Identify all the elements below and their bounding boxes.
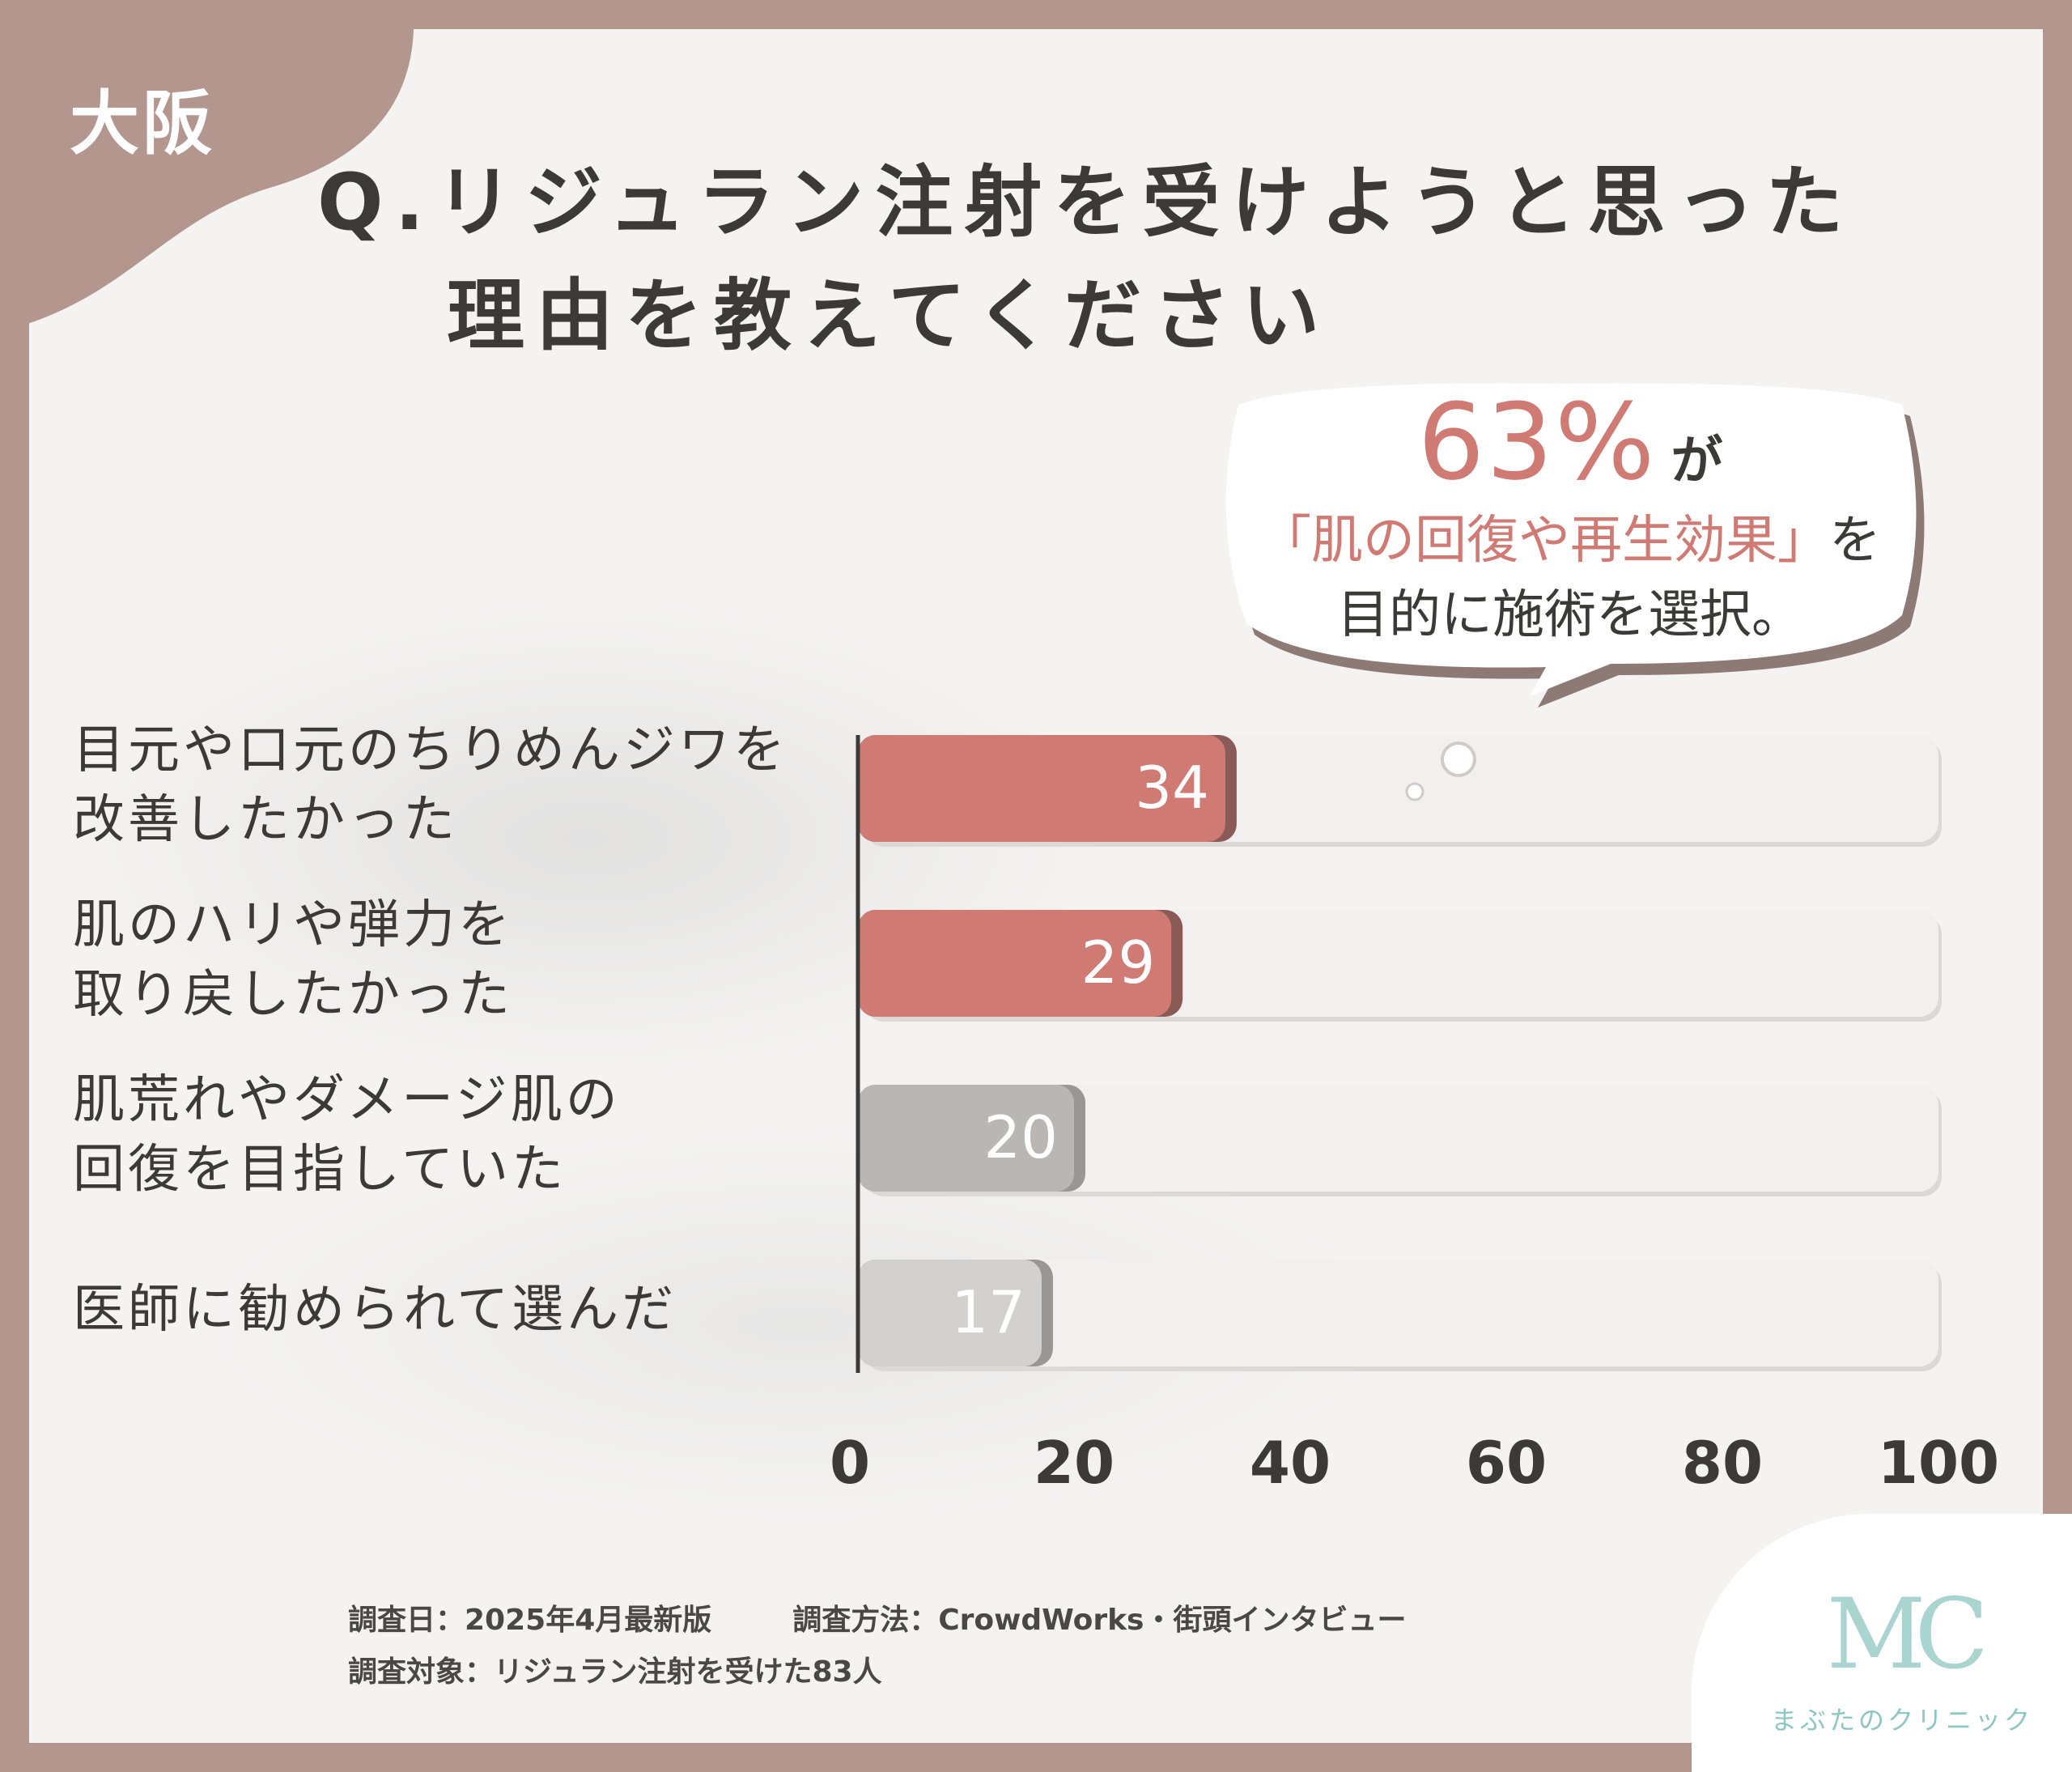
x-tick-label: 60 (1466, 1429, 1547, 1497)
category-label-line: 肌荒れやダメージ肌の (73, 1070, 621, 1130)
bar (858, 735, 1225, 842)
footer-method: 調査方法：CrowdWorks・街頭インタビュー (792, 1604, 1407, 1637)
category-label-line: 改善したかった (73, 790, 458, 850)
bar (858, 910, 1172, 1017)
x-tick-label: 100 (1878, 1429, 1999, 1497)
category-label: 医師に勧められて選んだ (73, 1275, 677, 1345)
decorative-dot (1441, 742, 1476, 777)
x-tick-label: 0 (830, 1429, 870, 1497)
logo-mark: MC (1826, 1579, 1989, 1691)
category-label-line: 回復を目指していた (73, 1140, 567, 1200)
callout-text: 63% が 「肌の回復や再生効果」を 目的に施術を選択。 (1214, 380, 1926, 652)
footer-date: 調査日：2025年4月最新版 (348, 1604, 712, 1637)
decorative-dot (1405, 782, 1424, 801)
category-label-line: 目元や口元のちりめんジワを (73, 720, 788, 780)
survey-footer: 調査日：2025年4月最新版 調査方法：CrowdWorks・街頭インタビュー 調… (348, 1595, 1406, 1698)
logo-name: まぶたのクリニック (1770, 1705, 2033, 1736)
bar-value-label: 20 (983, 1103, 1058, 1171)
x-tick-label: 20 (1034, 1429, 1115, 1497)
callout-tail: を (1829, 511, 1881, 571)
category-label-line: 肌のハリや弾力を (73, 895, 513, 955)
bar-value-label: 17 (951, 1278, 1025, 1346)
footer-target: 調査対象：リジュラン注射を受けた83人 (348, 1655, 882, 1689)
category-label: 目元や口元のちりめんジワを 改善したかった (73, 716, 788, 855)
bar-value-label: 34 (1135, 754, 1209, 822)
title-line-1: Q.リジュラン注射を受けようと思った (317, 157, 1855, 248)
clinic-logo: MC まぶたのクリニック (1771, 1579, 2030, 1736)
x-tick-label: 80 (1682, 1429, 1763, 1497)
bar-track (858, 1085, 1938, 1192)
category-label-line: 医師に勧められて選んだ (73, 1280, 677, 1340)
category-label: 肌のハリや弾力を 取り戻したかった (73, 890, 513, 1030)
region-label: 大阪 (70, 83, 215, 164)
bar-value-label: 29 (1081, 928, 1156, 996)
x-tick-label: 40 (1250, 1429, 1331, 1497)
callout-highlight: 「肌の回復や再生効果」 (1259, 511, 1829, 571)
callout-suffix: が (1671, 431, 1723, 491)
speech-bubble (1225, 383, 1925, 708)
logo-background (1692, 1514, 2072, 1772)
category-label-line: 取り戻したかった (73, 965, 513, 1025)
bar (858, 1085, 1074, 1192)
callout-percent: 63% (1417, 380, 1657, 504)
category-label: 肌荒れやダメージ肌の 回復を目指していた (73, 1065, 621, 1205)
bar (858, 1260, 1042, 1366)
page-title: Q.リジュラン注射を受けようと思った 理由を教えてください (317, 146, 1854, 372)
region-corner-tab (0, 0, 414, 332)
bar-track (858, 1260, 1938, 1366)
title-line-2: 理由を教えてください (447, 270, 1331, 361)
callout-line-3: 目的に施術を選択。 (1337, 585, 1803, 645)
